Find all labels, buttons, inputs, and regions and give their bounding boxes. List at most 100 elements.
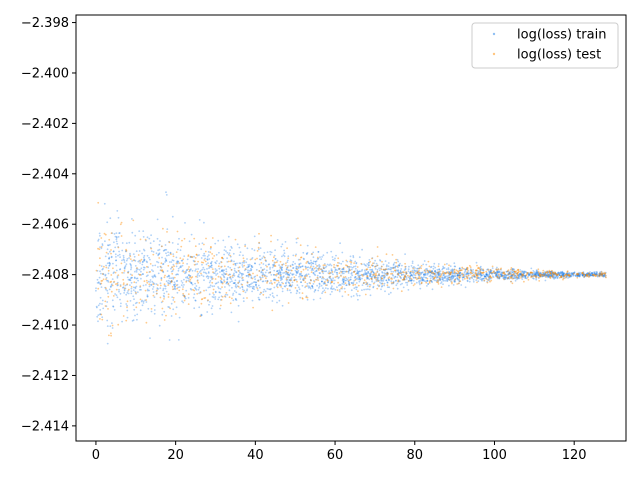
data-point xyxy=(389,291,392,294)
data-point xyxy=(384,269,386,272)
data-point xyxy=(348,269,351,271)
data-point xyxy=(355,293,358,295)
data-point xyxy=(562,272,565,275)
data-point xyxy=(372,285,375,288)
data-point xyxy=(514,274,517,277)
data-point xyxy=(306,260,309,263)
data-point xyxy=(333,263,335,266)
data-point xyxy=(410,265,413,267)
data-point xyxy=(569,274,571,277)
data-point xyxy=(160,277,163,280)
data-point xyxy=(413,276,415,279)
data-point xyxy=(382,278,385,280)
data-point xyxy=(463,274,466,277)
data-point xyxy=(456,277,459,280)
data-point xyxy=(106,221,109,224)
data-point xyxy=(436,271,439,274)
data-point xyxy=(161,245,163,248)
data-point xyxy=(252,287,254,290)
data-point xyxy=(238,254,241,256)
data-point xyxy=(122,256,125,259)
data-point xyxy=(602,272,604,274)
data-point xyxy=(343,270,345,273)
data-point xyxy=(379,281,381,284)
data-point xyxy=(394,269,396,272)
data-point xyxy=(216,272,219,275)
data-point xyxy=(193,307,196,310)
data-point xyxy=(119,256,121,258)
data-point xyxy=(152,276,154,279)
data-point xyxy=(431,281,433,284)
data-point xyxy=(167,251,170,254)
data-point xyxy=(390,277,393,279)
data-point xyxy=(134,260,137,262)
data-point xyxy=(288,279,291,282)
data-point xyxy=(391,272,394,275)
data-point xyxy=(212,296,215,299)
data-point xyxy=(329,282,332,285)
data-point xyxy=(364,264,367,266)
data-point xyxy=(315,266,317,269)
data-point xyxy=(381,271,383,273)
data-point xyxy=(384,260,387,262)
data-point xyxy=(194,287,197,290)
data-point xyxy=(315,278,317,281)
data-point xyxy=(442,283,444,286)
data-point xyxy=(304,281,307,283)
legend: log(loss) train log(loss) test xyxy=(471,22,619,69)
data-point xyxy=(162,263,164,266)
data-point xyxy=(318,283,321,286)
data-point xyxy=(549,273,551,275)
data-point xyxy=(435,274,438,276)
data-point xyxy=(407,270,410,273)
data-point xyxy=(476,274,478,277)
data-point xyxy=(140,300,143,303)
data-point xyxy=(171,266,174,268)
data-point xyxy=(159,265,162,268)
data-point xyxy=(442,270,444,273)
data-point xyxy=(251,248,254,250)
data-point xyxy=(399,262,401,265)
data-point xyxy=(314,261,317,263)
data-point xyxy=(236,285,239,288)
data-point xyxy=(254,275,257,278)
data-point xyxy=(414,276,417,279)
data-point xyxy=(355,262,358,264)
data-point xyxy=(273,296,275,299)
data-point xyxy=(566,274,568,277)
data-point xyxy=(365,269,368,272)
data-point xyxy=(285,262,287,265)
data-point xyxy=(421,279,424,282)
data-point xyxy=(437,263,440,265)
data-point xyxy=(323,289,326,292)
data-point xyxy=(235,286,238,289)
data-point xyxy=(143,249,146,252)
data-point xyxy=(549,274,551,277)
data-point xyxy=(469,268,472,270)
data-point xyxy=(461,272,463,275)
data-point xyxy=(381,277,383,279)
data-point xyxy=(139,309,142,312)
data-point xyxy=(521,276,523,278)
data-point xyxy=(211,237,214,239)
data-point xyxy=(386,272,389,275)
data-point xyxy=(547,274,550,277)
data-point xyxy=(448,264,450,267)
data-point xyxy=(314,260,317,263)
data-point xyxy=(174,288,177,291)
data-point xyxy=(196,274,199,276)
data-point xyxy=(354,279,357,281)
data-point xyxy=(383,276,386,279)
data-point xyxy=(167,284,170,286)
data-point xyxy=(287,276,289,278)
data-point xyxy=(480,274,483,276)
data-point xyxy=(458,282,460,285)
data-point xyxy=(239,293,242,296)
data-point xyxy=(511,274,514,276)
data-point xyxy=(297,258,300,261)
data-point xyxy=(542,272,545,275)
data-point xyxy=(395,280,397,282)
data-point xyxy=(134,302,137,305)
data-point xyxy=(104,240,106,243)
data-point xyxy=(105,305,108,308)
